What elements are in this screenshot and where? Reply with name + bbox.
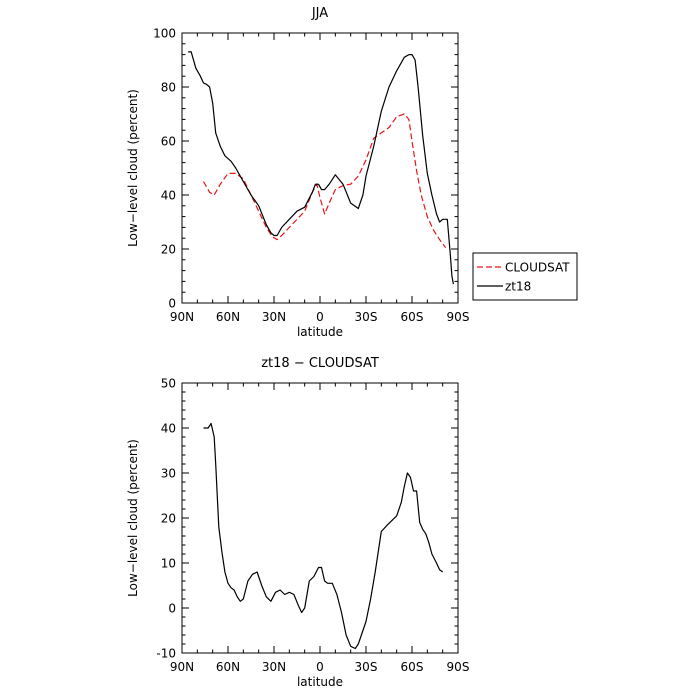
x-axis-label: latitude (297, 675, 343, 689)
y-tick-label: 10 (161, 557, 176, 571)
y-axis-label: Low−level cloud (percent) (126, 89, 140, 247)
legend: CLOUDSAT zt18 (472, 252, 578, 301)
series-line-cloudsat (202, 113, 447, 249)
chart-title: zt18 − CLOUDSAT (261, 356, 379, 371)
x-tick-label: 60N (216, 660, 240, 674)
chart-title: JJA (311, 6, 328, 21)
y-tick-label: 20 (161, 243, 176, 257)
x-tick-label: 90N (170, 660, 194, 674)
y-tick-label: 80 (161, 81, 176, 95)
x-tick-label: 30S (355, 310, 378, 324)
plot-frame (181, 382, 459, 654)
y-tick-label: 0 (168, 602, 176, 616)
series-line-zt18 (188, 51, 454, 285)
y-tick-label: -10 (156, 647, 176, 661)
y-tick-label: 20 (161, 512, 176, 526)
x-tick-label: 30N (262, 660, 286, 674)
y-tick-label: 40 (161, 189, 176, 203)
y-tick-label: 50 (161, 377, 176, 391)
y-tick-label: 100 (153, 27, 176, 41)
x-tick-label: 0 (316, 660, 324, 674)
y-tick-label: 40 (161, 422, 176, 436)
x-tick-label: 90N (170, 310, 194, 324)
legend-label: zt18 (505, 280, 531, 294)
x-tick-label: 90S (447, 310, 470, 324)
y-tick-label: 60 (161, 135, 176, 149)
x-tick-label: 90S (447, 660, 470, 674)
x-tick-label: 60S (401, 660, 424, 674)
legend-label: CLOUDSAT (505, 261, 570, 275)
x-tick-label: 0 (316, 310, 324, 324)
x-tick-label: 30S (355, 660, 378, 674)
chart-panel-1: 90N 60N 30N 0 30S 60S 90S 0 20 40 60 80 100 JJA latitu… (126, 6, 578, 339)
x-tick-label: 30N (262, 310, 286, 324)
x-axis-label: latitude (297, 325, 343, 339)
x-tick-label: 60N (216, 310, 240, 324)
y-axis-label: Low−level cloud (percent) (126, 439, 140, 597)
chart-panel-2: 90N 60N 30N 0 30S 60S 90S -10 0 10 20 30 40 50 zt18 − … (126, 356, 469, 689)
y-tick-label: 30 (161, 467, 176, 481)
x-tick-label: 60S (401, 310, 424, 324)
series-line-difference (203, 422, 444, 650)
legend-box (472, 252, 578, 301)
y-tick-label: 0 (168, 297, 176, 311)
